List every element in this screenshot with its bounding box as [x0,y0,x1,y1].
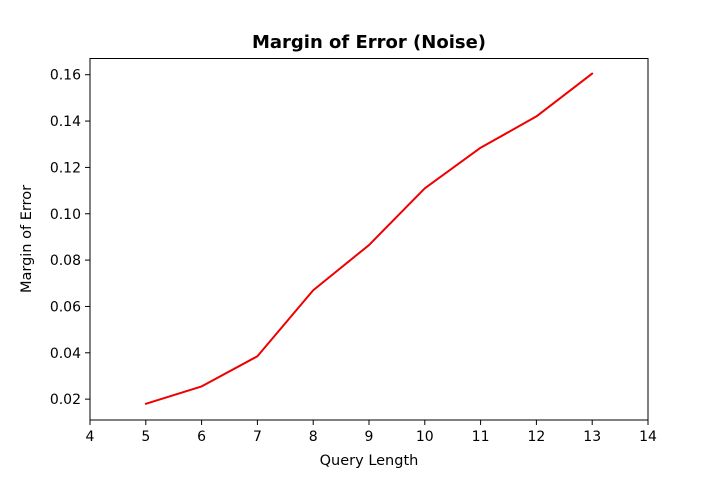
x-tick-label: 6 [197,429,206,445]
x-tick-label: 9 [365,429,374,445]
y-tick-label: 0.08 [50,253,81,269]
y-tick-label: 0.12 [50,160,81,176]
y-axis-label: Margin of Error [19,185,35,293]
x-axis: 4 5 6 7 8 9 10 11 12 13 14 [86,420,657,445]
x-tick-label: 12 [527,429,545,445]
y-tick-label: 0.16 [50,68,81,84]
x-tick-label: 11 [472,429,490,445]
y-tick-label: 0.06 [50,299,81,315]
y-axis: 0.02 0.04 0.06 0.08 0.10 0.12 0.14 0.16 [50,68,90,408]
x-tick-label: 14 [639,429,657,445]
x-axis-label: Query Length [320,453,419,469]
x-tick-label: 13 [583,429,601,445]
x-tick-label: 7 [253,429,262,445]
x-tick-label: 4 [86,429,95,445]
chart-title: Margin of Error (Noise) [252,32,486,53]
y-tick-label: 0.14 [50,114,81,130]
plot-frame [89,58,649,421]
y-tick-label: 0.10 [50,207,81,223]
x-tick-label: 5 [141,429,150,445]
x-tick-label: 8 [309,429,318,445]
series-layer [144,72,594,405]
x-tick-label: 10 [416,429,434,445]
y-tick-label: 0.04 [50,346,81,362]
y-tick-label: 0.02 [50,392,81,408]
series-line [144,72,594,405]
